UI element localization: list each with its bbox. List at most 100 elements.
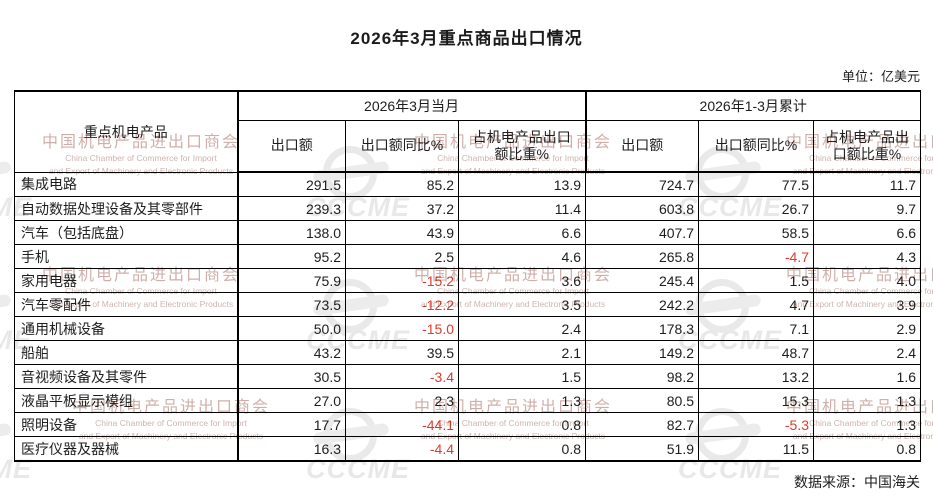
product-cell: 液晶平板显示模组	[14, 388, 239, 413]
value-cell: 50.0	[237, 316, 346, 341]
value-cell: 16.3	[237, 436, 346, 462]
table-row: 自动数据处理设备及其零部件 239.3 37.2 11.4 603.8 26.7 9.7	[14, 196, 921, 221]
value-cell: -12.2	[345, 292, 459, 317]
table-row: 液晶平板显示模组 27.0 2.3 1.3 80.5 15.3 1.3	[14, 388, 921, 413]
value-cell: -44.1	[345, 412, 459, 437]
value-cell: 6.6	[458, 220, 586, 245]
value-cell: 1.3	[813, 412, 921, 437]
value-cell: -15.0	[345, 316, 459, 341]
table-row: 通用机械设备 50.0 -15.0 2.4 178.3 7.1 2.9	[14, 316, 921, 341]
value-cell: 43.9	[345, 220, 459, 245]
value-cell: 11.7	[813, 171, 921, 197]
value-cell: 0.8	[458, 436, 586, 462]
value-cell: 11.5	[698, 436, 814, 462]
value-cell: 51.9	[585, 436, 699, 462]
value-cell: 3.6	[458, 268, 586, 293]
value-cell: 9.7	[813, 196, 921, 221]
table-row: 家用电器 75.9 -15.2 3.6 245.4 1.5 4.0	[14, 268, 921, 293]
value-cell: 4.0	[813, 268, 921, 293]
value-cell: -3.4	[345, 364, 459, 389]
value-cell: 77.5	[698, 171, 814, 197]
value-cell: 43.2	[237, 340, 346, 365]
group-header-current-month: 2026年3月当月	[237, 90, 587, 121]
table-row: 汽车零配件 73.5 -12.2 3.5 242.2 4.7 3.9	[14, 292, 921, 317]
product-cell: 医疗仪器及器械	[14, 436, 239, 462]
corner-header: 重点机电产品	[14, 90, 239, 173]
table-body: 集成电路 291.5 85.2 13.9 724.7 77.5 11.7 自动数据处理设备及其…	[14, 171, 921, 462]
table-row: 汽车（包括底盘） 138.0 43.9 6.6 407.7 58.5 6.6	[14, 220, 921, 245]
unit-note: 单位：亿美元	[841, 69, 920, 84]
value-cell: 242.2	[585, 292, 699, 317]
value-cell: 0.8	[813, 436, 921, 462]
value-cell: 1.6	[813, 364, 921, 389]
table-row: 医疗仪器及器械 16.3 -4.4 0.8 51.9 11.5 0.8	[14, 436, 921, 462]
col-header-month-yoy: 出口额同比%	[345, 120, 459, 173]
product-cell: 家用电器	[14, 268, 239, 293]
table-row: 手机 95.2 2.5 4.6 265.8 -4.7 4.3	[14, 244, 921, 269]
value-cell: 58.5	[698, 220, 814, 245]
value-cell: 26.7	[698, 196, 814, 221]
value-cell: 178.3	[585, 316, 699, 341]
value-cell: 27.0	[237, 388, 346, 413]
col-header-cum-export: 出口额	[585, 120, 699, 173]
value-cell: 39.5	[345, 340, 459, 365]
col-header-month-export: 出口额	[237, 120, 346, 173]
product-cell: 集成电路	[14, 171, 239, 197]
group-header-cumulative: 2026年1-3月累计	[585, 90, 921, 121]
value-cell: 1.3	[813, 388, 921, 413]
value-cell: 0.8	[458, 412, 586, 437]
table-row: 船舶 43.2 39.5 2.1 149.2 48.7 2.4	[14, 340, 921, 365]
value-cell: 1.5	[698, 268, 814, 293]
value-cell: 603.8	[585, 196, 699, 221]
value-cell: 7.1	[698, 316, 814, 341]
value-cell: 98.2	[585, 364, 699, 389]
value-cell: 2.5	[345, 244, 459, 269]
value-cell: 13.9	[458, 171, 586, 197]
value-cell: -5.3	[698, 412, 814, 437]
value-cell: 265.8	[585, 244, 699, 269]
value-cell: 4.3	[813, 244, 921, 269]
value-cell: 3.5	[458, 292, 586, 317]
value-cell: 85.2	[345, 171, 459, 197]
table-row: 集成电路 291.5 85.2 13.9 724.7 77.5 11.7	[14, 171, 921, 197]
value-cell: 149.2	[585, 340, 699, 365]
value-cell: 407.7	[585, 220, 699, 245]
col-header-cum-yoy: 出口额同比%	[698, 120, 814, 173]
value-cell: 4.7	[698, 292, 814, 317]
value-cell: 291.5	[237, 171, 346, 197]
value-cell: 2.3	[345, 388, 459, 413]
product-cell: 手机	[14, 244, 239, 269]
page-title: 2026年3月重点商品出口情况	[350, 29, 583, 48]
value-cell: 1.3	[458, 388, 586, 413]
value-cell: 37.2	[345, 196, 459, 221]
product-cell: 自动数据处理设备及其零部件	[14, 196, 239, 221]
value-cell: 95.2	[237, 244, 346, 269]
value-cell: 13.2	[698, 364, 814, 389]
value-cell: 80.5	[585, 388, 699, 413]
product-cell: 船舶	[14, 340, 239, 365]
source-note: 数据来源：中国海关	[794, 474, 920, 490]
product-cell: 汽车零配件	[14, 292, 239, 317]
value-cell: 245.4	[585, 268, 699, 293]
product-cell: 照明设备	[14, 412, 239, 437]
value-cell: 6.6	[813, 220, 921, 245]
value-cell: 1.5	[458, 364, 586, 389]
value-cell: 2.4	[813, 340, 921, 365]
value-cell: 2.4	[458, 316, 586, 341]
value-cell: 2.1	[458, 340, 586, 365]
product-cell: 通用机械设备	[14, 316, 239, 341]
value-cell: 138.0	[237, 220, 346, 245]
value-cell: 30.5	[237, 364, 346, 389]
value-cell: 17.7	[237, 412, 346, 437]
value-cell: 4.6	[458, 244, 586, 269]
value-cell: -4.7	[698, 244, 814, 269]
value-cell: 75.9	[237, 268, 346, 293]
product-cell: 音视频设备及其零件	[14, 364, 239, 389]
value-cell: -4.4	[345, 436, 459, 462]
product-cell: 汽车（包括底盘）	[14, 220, 239, 245]
col-header-month-share: 占机电产品出口 额比重%	[458, 120, 587, 173]
value-cell: 2.9	[813, 316, 921, 341]
value-cell: 239.3	[237, 196, 346, 221]
table-row: 音视频设备及其零件 30.5 -3.4 1.5 98.2 13.2 1.6	[14, 364, 921, 389]
